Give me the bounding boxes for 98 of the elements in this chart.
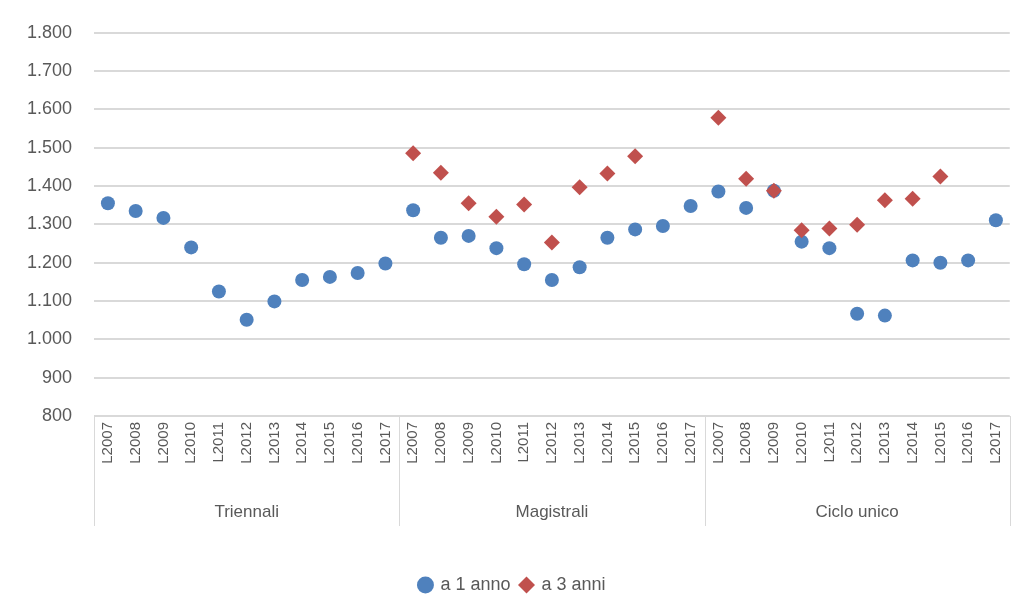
point <box>988 213 1003 228</box>
x-tick-label: L2016 <box>347 422 365 464</box>
x-tick-label: L2012 <box>542 422 560 464</box>
y-tick-label: 1.000 <box>27 328 73 349</box>
point <box>710 109 727 126</box>
x-tick-label: L2007 <box>708 422 726 464</box>
x-tick-label: L2011 <box>514 422 532 463</box>
point <box>432 164 449 181</box>
point <box>932 168 949 185</box>
point <box>461 228 476 243</box>
point <box>156 210 171 225</box>
point <box>322 269 337 284</box>
point <box>239 312 254 327</box>
x-tick-label: L2015 <box>930 422 948 464</box>
y-tick-label: 900 <box>42 366 73 387</box>
point <box>683 199 698 214</box>
point <box>211 284 226 299</box>
point <box>849 216 866 233</box>
x-tick-label: L2007 <box>403 422 421 464</box>
text: Triennali <box>214 501 279 521</box>
x-tick-label: L2009 <box>764 422 782 464</box>
point <box>821 220 838 237</box>
x-tick-label: L2013 <box>875 422 893 464</box>
text: Magistrali <box>515 501 589 521</box>
x-tick-label: L2015 <box>320 422 338 464</box>
x-tick-label: L2016 <box>958 422 976 464</box>
point <box>128 203 143 218</box>
point <box>544 272 559 287</box>
point <box>655 218 670 233</box>
y-tick-label: 1.400 <box>27 175 73 196</box>
point <box>628 222 643 237</box>
x-tick-label: L2017 <box>680 422 698 464</box>
point <box>489 241 504 256</box>
point <box>933 255 948 270</box>
y-tick-label: 1.200 <box>27 251 73 272</box>
point <box>738 170 755 187</box>
y-tick-label: 1.600 <box>27 98 73 119</box>
point <box>100 196 115 211</box>
x-tick-label: L2017 <box>375 422 393 464</box>
x-tick-label: L2010 <box>486 422 504 464</box>
x-tick-label: L2013 <box>264 422 282 464</box>
x-tick-label: L2010 <box>181 422 199 464</box>
y-tick-label: 1.700 <box>27 60 73 81</box>
point <box>267 294 282 309</box>
x-tick-label: L2007 <box>98 422 116 464</box>
point <box>184 240 199 255</box>
point <box>822 241 837 256</box>
point <box>904 190 921 207</box>
y-tick-label: 1.100 <box>27 290 73 311</box>
x-tick-label: L2011 <box>209 422 227 463</box>
x-tick-label: L2014 <box>597 422 615 464</box>
legend-label: a 3 anni <box>541 573 606 594</box>
point <box>739 200 754 215</box>
y-tick-label: 800 <box>42 404 73 425</box>
point <box>961 253 976 268</box>
x-tick-label: L2014 <box>902 422 920 464</box>
x-tick-label: L2015 <box>625 422 643 464</box>
x-tick-label: L2017 <box>986 422 1004 464</box>
x-tick-label: L2014 <box>292 422 310 464</box>
point <box>905 253 920 268</box>
x-tick-label: L2016 <box>653 422 671 464</box>
x-tick-label: L2009 <box>153 422 171 464</box>
x-tick-label: L2011 <box>819 422 837 463</box>
point <box>711 184 726 199</box>
point <box>433 230 448 245</box>
legend-label: a 1 anno <box>440 573 511 594</box>
point <box>876 192 893 209</box>
point <box>378 256 393 271</box>
point <box>460 195 477 212</box>
x-tick-label: L2010 <box>791 422 809 464</box>
y-tick-label: 1.300 <box>27 213 73 234</box>
y-tick-label: 1.500 <box>27 136 73 157</box>
x-tick-label: L2009 <box>458 422 476 464</box>
point <box>406 203 421 218</box>
point <box>350 266 365 281</box>
point <box>572 260 587 275</box>
point <box>295 272 310 287</box>
text: Ciclo unico <box>815 501 899 521</box>
x-tick-label: L2008 <box>125 422 143 464</box>
point <box>794 234 809 249</box>
x-tick-label: L2008 <box>431 422 449 464</box>
x-tick-label: L2013 <box>569 422 587 464</box>
y-tick-label: 1.800 <box>27 21 73 42</box>
point <box>850 306 865 321</box>
point <box>600 230 615 245</box>
point <box>571 179 588 196</box>
x-tick-label: L2012 <box>236 422 254 464</box>
point <box>516 196 533 213</box>
point <box>405 145 422 162</box>
point <box>488 208 505 225</box>
x-tick-label: L2008 <box>736 422 754 464</box>
point <box>543 234 560 251</box>
point <box>793 222 810 239</box>
point <box>599 165 616 182</box>
point <box>627 148 644 165</box>
point <box>517 257 532 272</box>
x-tick-label: L2012 <box>847 422 865 464</box>
point <box>877 308 892 323</box>
